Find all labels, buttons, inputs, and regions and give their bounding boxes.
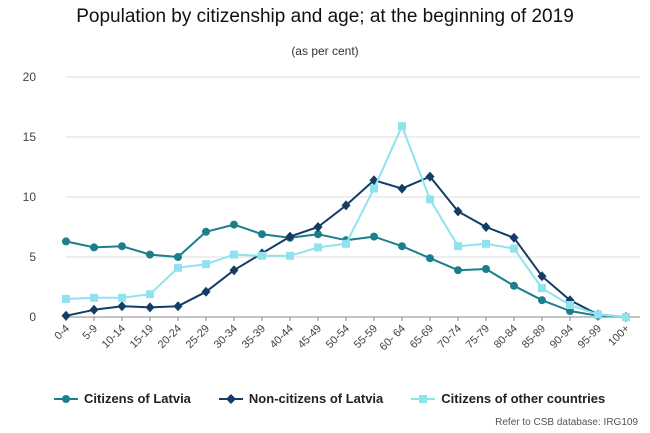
x-tick-label: 85-89 [520, 323, 548, 351]
x-tick-label: 80-84 [492, 323, 520, 351]
x-tick-label: 5-9 [80, 323, 100, 343]
legend-marker-square-icon [411, 394, 436, 403]
data-point-diamond [509, 232, 519, 243]
data-point-circle [538, 296, 546, 305]
data-point-diamond [425, 171, 435, 182]
legend-item-noncitizens-latvia[interactable]: Non-citizens of Latvia [218, 391, 384, 406]
y-tick-label: 10 [23, 190, 37, 204]
legend-marker-circle-icon [54, 394, 78, 403]
data-point-square [370, 184, 378, 193]
data-point-circle [510, 281, 518, 290]
x-tick-label: 0-4 [52, 323, 72, 343]
data-point-circle [314, 230, 322, 239]
data-point-diamond [201, 286, 211, 297]
legend-label: Citizens of other countries [441, 391, 606, 406]
y-tick-label: 0 [29, 310, 36, 324]
data-point-square [146, 290, 154, 299]
chart-subtitle: (as per cent) [291, 44, 359, 58]
data-point-square [426, 195, 434, 204]
data-point-square [202, 260, 210, 269]
y-tick-label: 20 [23, 70, 37, 84]
data-point-square [258, 251, 266, 260]
x-tick-label: 65-69 [408, 323, 436, 351]
x-tick-label: 15-19 [128, 323, 156, 351]
data-point-square [90, 293, 98, 302]
data-point-square [342, 239, 350, 248]
y-tick-label: 15 [23, 130, 37, 144]
data-point-square [454, 242, 462, 251]
data-point-circle [202, 227, 210, 236]
x-tick-label: 40-44 [268, 323, 296, 351]
x-tick-label: 10-14 [100, 323, 128, 351]
data-point-square [314, 243, 322, 252]
data-point-square [118, 293, 126, 302]
data-point-circle [426, 254, 434, 263]
data-point-diamond [173, 301, 183, 312]
data-point-square [62, 295, 70, 303]
x-tick-label: 55-59 [352, 323, 380, 351]
data-point-square [286, 251, 294, 260]
data-point-diamond [117, 301, 127, 312]
data-point-diamond [537, 271, 547, 282]
x-tick-label: 20-24 [156, 323, 184, 351]
data-point-diamond [453, 206, 463, 217]
data-point-diamond [341, 200, 351, 211]
legend-item-citizens-latvia[interactable]: Citizens of Latvia [54, 391, 191, 406]
data-point-circle [398, 242, 406, 251]
data-point-diamond [61, 310, 71, 321]
x-tick-label: 95-99 [576, 323, 604, 351]
data-point-circle [62, 237, 70, 246]
data-point-circle [90, 243, 98, 252]
legend-label: Non-citizens of Latvia [248, 391, 384, 406]
data-point-diamond [481, 222, 491, 232]
x-tick-label: 50-54 [324, 323, 352, 351]
data-point-square [566, 301, 574, 309]
y-tick-label: 5 [29, 250, 36, 264]
x-tick-label: 25-29 [184, 323, 212, 351]
data-point-square [398, 122, 406, 131]
source-note: Refer to CSB database: IRG109 [495, 417, 638, 428]
data-point-circle [370, 232, 378, 241]
data-point-square [538, 284, 546, 293]
x-tick-label: 60- 64 [378, 323, 409, 354]
data-point-circle [174, 253, 182, 261]
x-tick-label: 90-94 [548, 323, 576, 351]
x-tick-label: 100+ [606, 323, 632, 349]
data-point-square [482, 239, 490, 248]
data-point-circle [258, 230, 266, 239]
x-tick-label: 35-39 [240, 323, 268, 351]
x-tick-label: 75-79 [464, 323, 492, 351]
data-point-diamond [313, 222, 323, 232]
data-point-circle [454, 266, 462, 275]
x-tick-label: 45-49 [296, 323, 324, 351]
data-point-circle [482, 265, 490, 273]
data-point-circle [146, 250, 154, 259]
data-point-diamond [229, 265, 239, 276]
data-point-square [510, 244, 518, 253]
data-point-square [594, 310, 602, 319]
legend: Citizens of Latvia Non-citizens of Latvi… [54, 391, 633, 406]
data-point-square [230, 250, 238, 259]
data-point-square [622, 313, 630, 321]
legend-item-citizens-other[interactable]: Citizens of other countries [411, 391, 605, 406]
legend-label: Citizens of Latvia [84, 391, 191, 406]
data-point-diamond [285, 231, 295, 242]
data-point-diamond [145, 302, 155, 313]
data-point-square [174, 263, 182, 272]
data-point-diamond [89, 304, 99, 315]
data-point-diamond [397, 183, 407, 194]
data-point-circle [230, 220, 238, 229]
legend-marker-diamond-icon [218, 393, 243, 404]
x-tick-label: 70-74 [436, 323, 464, 351]
x-tick-label: 30-34 [212, 323, 240, 351]
data-point-circle [118, 242, 126, 251]
chart-title: Population by citizenship and age; at th… [76, 6, 574, 27]
